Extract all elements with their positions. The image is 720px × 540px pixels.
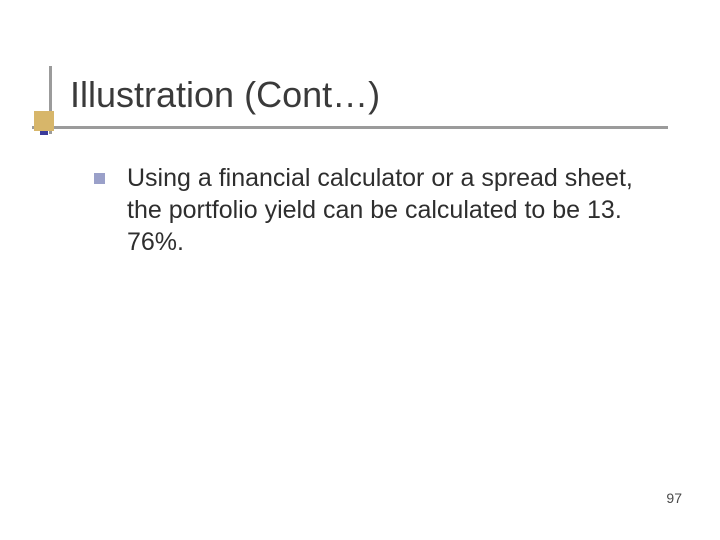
bullet-square-icon [94, 173, 105, 184]
page-number: 97 [666, 490, 682, 506]
accent-notch-icon [40, 131, 48, 135]
accent-square-icon [34, 111, 54, 131]
slide-title: Illustration (Cont…) [70, 74, 380, 116]
bullet-item: Using a financial calculator or a spread… [94, 162, 654, 258]
slide: Illustration (Cont…) Using a financial c… [0, 0, 720, 540]
bullet-text: Using a financial calculator or a spread… [127, 162, 654, 258]
slide-body: Using a financial calculator or a spread… [94, 162, 654, 258]
accent-horizontal-bar [32, 126, 668, 129]
